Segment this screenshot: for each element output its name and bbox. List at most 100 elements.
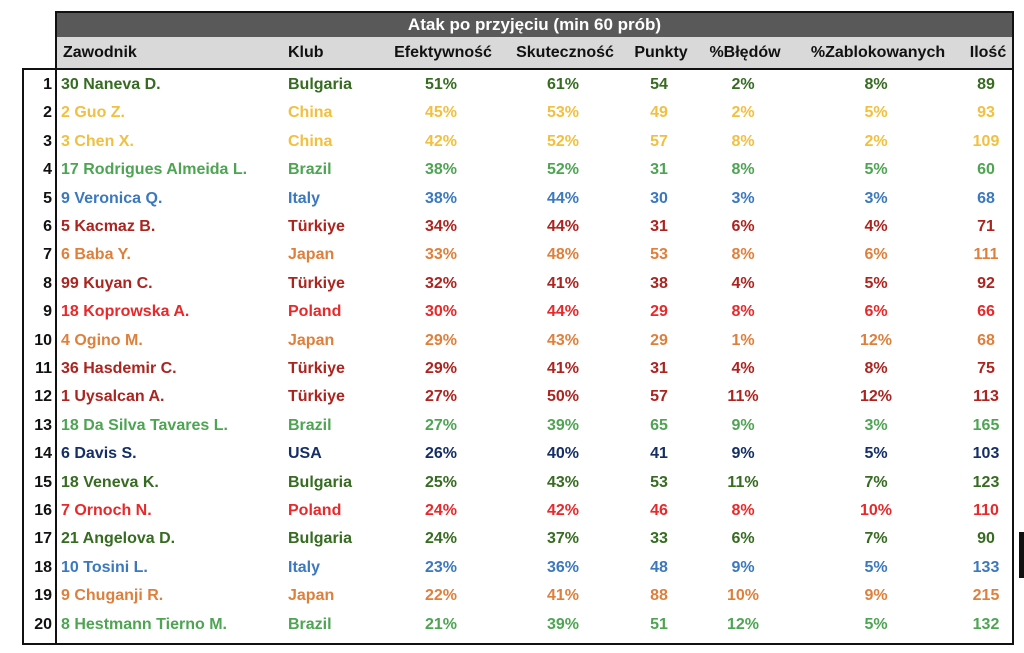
player-name: 30 Naneva D.	[61, 76, 161, 93]
blocked-value: 8%	[864, 360, 888, 377]
club-name: Japan	[288, 246, 335, 264]
errors-value: 9%	[731, 416, 755, 434]
player-name: 18 Koprowska A.	[61, 303, 190, 321]
efficiency-value: 32%	[424, 274, 458, 292]
count-value: 68	[977, 331, 995, 349]
player-name: 6 Baba Y.	[61, 246, 131, 264]
table-title: Atak po przyjęciu (min 60 prób)	[55, 11, 1014, 37]
table-row: 10 4 Ogino M. Japan 29% 43% 29 1% 12% 68	[0, 327, 1024, 355]
player-name: 7 Ornoch N.	[61, 502, 152, 519]
rank-cell: 3	[43, 132, 52, 150]
player-name: 18 Da Silva Tavares L.	[61, 416, 228, 434]
club-name: Poland	[288, 502, 342, 519]
efficiency-value: 29%	[424, 360, 458, 377]
success-value: 44%	[546, 218, 580, 235]
efficiency-value: 30%	[424, 303, 458, 321]
count-value: 111	[973, 246, 999, 264]
count-value: 92	[977, 274, 995, 292]
success-value: 37%	[546, 530, 580, 548]
success-value: 61%	[546, 76, 580, 93]
count-value: 123	[972, 473, 1000, 491]
points-value: 30	[650, 189, 668, 207]
table-row: 4 17 Rodrigues Almeida L. Brazil 38% 52% 31 8%…	[0, 156, 1024, 184]
header-club: Klub	[288, 44, 324, 61]
blocked-value: 5%	[864, 161, 888, 179]
points-value: 53	[650, 246, 668, 264]
player-name: 21 Angelova D.	[61, 530, 176, 548]
efficiency-value: 51%	[424, 76, 458, 93]
table-row: 18 10 Tosini L. Italy 23% 36% 48 9% 5% 133	[0, 554, 1024, 582]
blocked-value: 5%	[864, 558, 888, 576]
errors-value: 9%	[731, 445, 755, 463]
success-value: 43%	[546, 473, 580, 491]
blocked-value: 12%	[859, 331, 893, 349]
errors-value: 1%	[731, 331, 755, 349]
player-name: 9 Chuganji R.	[61, 587, 164, 605]
player-name: 1 Uysalcan A.	[61, 388, 165, 406]
player-name: 3 Chen X.	[61, 132, 134, 150]
club-name: Türkiye	[288, 360, 345, 377]
points-value: 38	[650, 274, 668, 292]
points-value: 51	[650, 615, 668, 633]
count-value: 103	[972, 445, 1000, 463]
efficiency-value: 38%	[424, 161, 458, 179]
points-value: 46	[650, 502, 668, 519]
success-value: 41%	[546, 360, 580, 377]
rank-cell: 1	[43, 76, 52, 93]
points-value: 54	[650, 76, 668, 93]
rank-cell: 14	[34, 445, 52, 463]
header-player: Zawodnik	[63, 44, 137, 61]
club-name: Italy	[288, 189, 321, 207]
blocked-value: 4%	[864, 218, 888, 235]
count-value: 66	[977, 303, 995, 321]
player-name: 17 Rodrigues Almeida L.	[61, 161, 248, 179]
errors-value: 4%	[731, 274, 755, 292]
club-name: Bulgaria	[288, 530, 353, 548]
errors-value: 8%	[731, 161, 755, 179]
errors-value: 9%	[731, 558, 755, 576]
table-row: 14 6 Davis S. USA 26% 40% 41 9% 5% 103	[0, 440, 1024, 468]
count-value: 71	[977, 218, 995, 235]
count-value: 215	[972, 587, 1000, 605]
efficiency-value: 42%	[424, 132, 458, 150]
header-errors: %Błędów	[709, 44, 781, 61]
blocked-value: 7%	[864, 530, 888, 548]
blocked-value: 5%	[864, 104, 888, 122]
efficiency-value: 34%	[424, 218, 458, 235]
count-value: 93	[977, 104, 995, 122]
rank-cell: 10	[34, 331, 52, 349]
efficiency-value: 24%	[424, 530, 458, 548]
player-name: 4 Ogino M.	[61, 331, 143, 349]
success-value: 44%	[546, 189, 580, 207]
errors-value: 4%	[731, 360, 755, 377]
rank-cell: 19	[34, 587, 52, 605]
efficiency-value: 27%	[424, 388, 458, 406]
success-value: 39%	[546, 416, 580, 434]
success-value: 48%	[546, 246, 580, 264]
errors-value: 2%	[731, 104, 755, 122]
table-row: 13 18 Da Silva Tavares L. Brazil 27% 39% 65 9%…	[0, 412, 1024, 440]
rank-column-divider	[55, 68, 57, 645]
efficiency-value: 27%	[424, 416, 458, 434]
efficiency-value: 45%	[424, 104, 458, 122]
efficiency-value: 23%	[424, 558, 458, 576]
table-row: 5 9 Veronica Q. Italy 38% 44% 30 3% 3% 68	[0, 185, 1024, 213]
efficiency-value: 22%	[424, 587, 458, 605]
success-value: 39%	[546, 615, 580, 633]
blocked-value: 5%	[864, 615, 888, 633]
points-value: 57	[650, 132, 668, 150]
success-value: 40%	[546, 445, 580, 463]
errors-value: 8%	[731, 303, 755, 321]
efficiency-value: 24%	[424, 502, 458, 519]
errors-value: 2%	[731, 76, 755, 93]
count-value: 90	[977, 530, 995, 548]
rank-cell: 17	[34, 530, 52, 548]
blocked-value: 8%	[864, 76, 888, 93]
edge-marker	[1019, 532, 1024, 578]
header-efficiency: Efektywność	[394, 44, 492, 61]
points-value: 65	[650, 416, 668, 434]
points-value: 29	[650, 331, 668, 349]
points-value: 31	[650, 360, 668, 377]
player-name: 18 Veneva K.	[61, 473, 159, 491]
blocked-value: 5%	[864, 274, 888, 292]
